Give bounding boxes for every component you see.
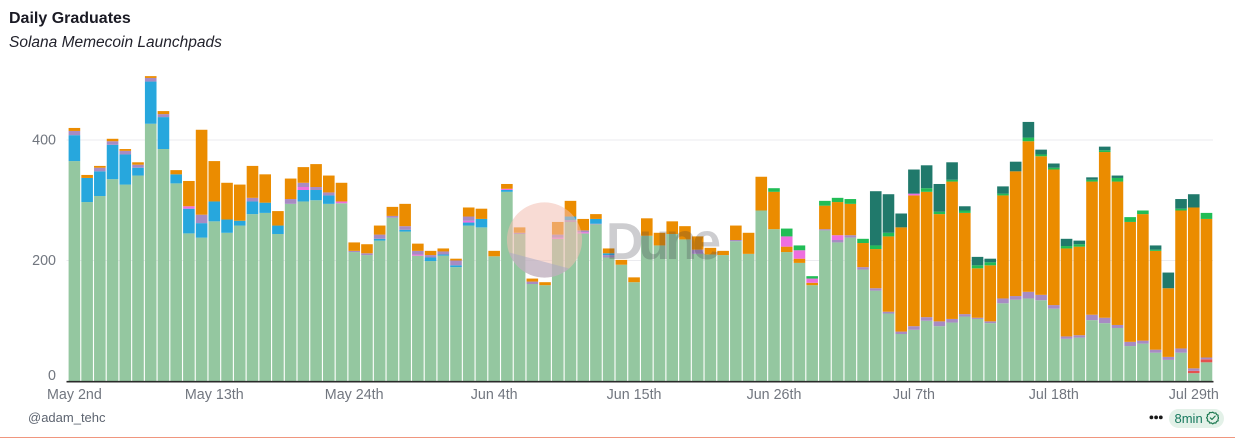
svg-text:200: 200 [32,253,56,269]
svg-text:Jun 15th: Jun 15th [607,387,662,403]
svg-text:0: 0 [48,368,56,384]
svg-text:Jun 26th: Jun 26th [747,387,802,403]
svg-text:May 2nd: May 2nd [47,387,102,403]
svg-text:Jun 4th: Jun 4th [471,387,518,403]
svg-text:400: 400 [32,133,56,149]
svg-text:May 24th: May 24th [325,387,384,403]
svg-text:Jul 7th: Jul 7th [893,387,935,403]
svg-text:Dune: Dune [606,213,720,271]
svg-text:May 13th: May 13th [185,387,244,403]
svg-text:Jul 18th: Jul 18th [1029,387,1079,403]
svg-text:Jul 29th: Jul 29th [1169,387,1219,403]
